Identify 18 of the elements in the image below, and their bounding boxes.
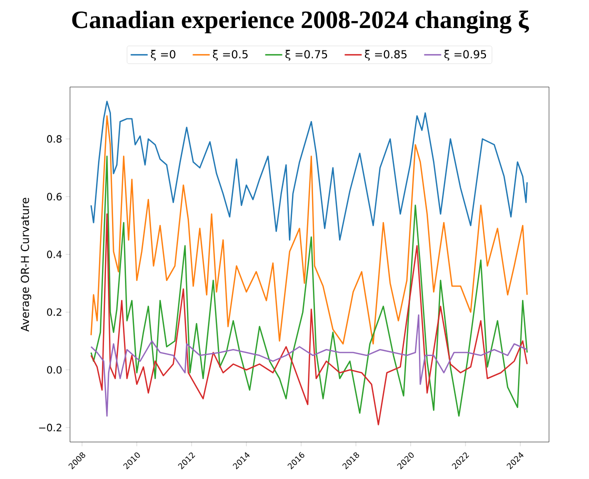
y-tick-label: −0.2	[39, 424, 62, 432]
line-series	[90, 156, 528, 417]
line-series	[90, 115, 528, 345]
y-tick-label: 0.8	[47, 135, 62, 143]
y-tick-label: 0.2	[47, 308, 62, 316]
legend-label: ξ =0	[150, 50, 176, 61]
line-series	[90, 100, 528, 241]
line-series	[90, 213, 528, 426]
y-tick-label: 0.4	[47, 250, 62, 258]
legend-label: ξ =0.85	[364, 50, 407, 61]
legend-label: ξ =0.5	[212, 50, 248, 61]
line-series	[90, 314, 528, 417]
y-axis-title: Average OR-H Curvature	[20, 198, 32, 332]
chart-title: Canadian experience 2008-2024 changing ξ	[72, 10, 530, 34]
legend-label: ξ =0.75	[285, 50, 328, 61]
y-tick-label: 0.6	[47, 192, 62, 200]
legend-label: ξ =0.95	[444, 50, 486, 61]
y-tick-label: 0.0	[47, 366, 62, 374]
